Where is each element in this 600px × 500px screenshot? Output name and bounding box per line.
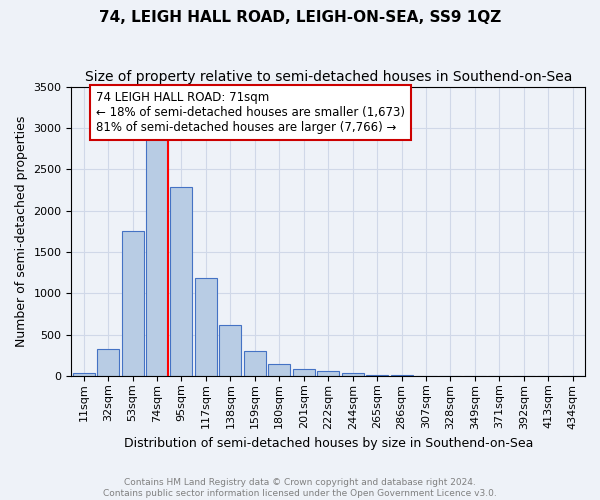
Bar [220,326,241,376]
Bar [268,364,290,376]
Bar [317,372,339,376]
Bar [341,372,364,376]
Title: Size of property relative to semi-detached houses in Southend-on-Sea: Size of property relative to semi-detach… [85,70,572,84]
Bar [73,374,95,376]
Bar [244,351,266,376]
Bar [97,348,119,376]
Y-axis label: Number of semi-detached properties: Number of semi-detached properties [15,116,28,347]
Bar [293,370,315,376]
Bar [170,188,193,376]
Text: 74 LEIGH HALL ROAD: 71sqm
← 18% of semi-detached houses are smaller (1,673)
81% : 74 LEIGH HALL ROAD: 71sqm ← 18% of semi-… [96,91,405,134]
Bar [146,136,168,376]
Bar [366,374,388,376]
Bar [122,231,143,376]
Text: Contains HM Land Registry data © Crown copyright and database right 2024.
Contai: Contains HM Land Registry data © Crown c… [103,478,497,498]
Bar [195,278,217,376]
X-axis label: Distribution of semi-detached houses by size in Southend-on-Sea: Distribution of semi-detached houses by … [124,437,533,450]
Text: 74, LEIGH HALL ROAD, LEIGH-ON-SEA, SS9 1QZ: 74, LEIGH HALL ROAD, LEIGH-ON-SEA, SS9 1… [99,10,501,25]
